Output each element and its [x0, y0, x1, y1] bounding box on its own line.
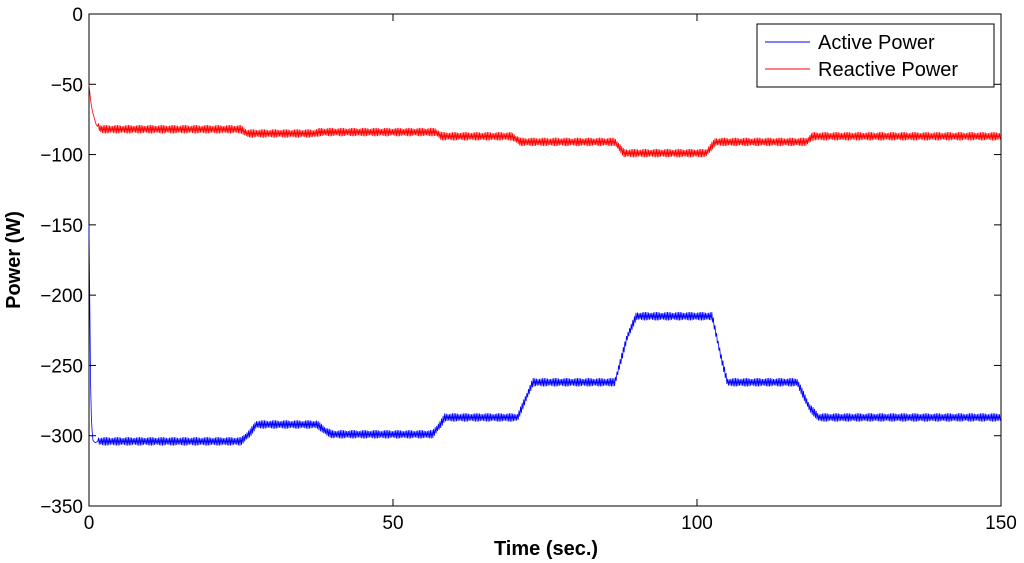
x-tick-label: 150	[985, 513, 1017, 534]
y-tick-label: −150	[40, 216, 83, 237]
y-tick-label: −200	[40, 286, 83, 307]
plot-area	[88, 13, 1002, 507]
legend-label-active-power: Active Power	[818, 32, 935, 54]
plot-frame	[88, 13, 1002, 507]
y-tick-label: −250	[40, 356, 83, 377]
x-axis-ticks: 0 50 100 150	[84, 14, 1017, 534]
series-line-active-power	[88, 224, 1001, 446]
y-axis-ticks: 0 −50 −100 −150 −200 −250 −300 −350	[40, 5, 1001, 518]
legend-label-reactive-power: Reactive Power	[818, 59, 958, 81]
y-tick-label: −350	[40, 497, 83, 518]
legend-box	[756, 23, 995, 88]
legend: Active Power Reactive Power	[756, 23, 995, 88]
x-tick-label: 0	[84, 513, 95, 534]
x-axis-label: Time (sec.)	[494, 538, 598, 560]
series-line-reactive-power	[88, 84, 1001, 158]
y-tick-label: 0	[72, 5, 83, 26]
x-tick-label: 100	[681, 513, 713, 534]
y-tick-label: −100	[40, 146, 83, 167]
x-tick-label: 50	[382, 513, 403, 534]
y-axis-label: Power (W)	[3, 211, 25, 309]
y-tick-label: −50	[51, 75, 83, 96]
y-tick-label: −300	[40, 427, 83, 448]
